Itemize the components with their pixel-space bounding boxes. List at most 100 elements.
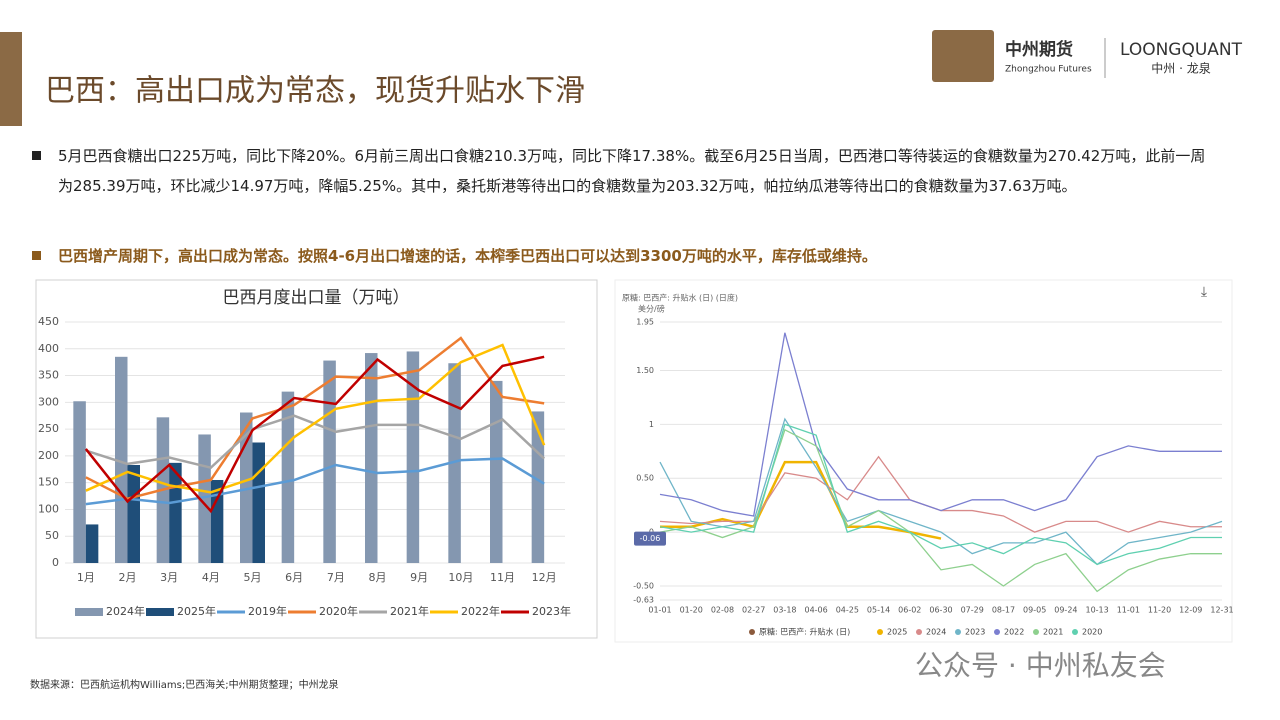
x-tick-label: 2月 [119,571,137,584]
x-tick-label: 04-25 [836,606,859,615]
series-line [659,455,1222,533]
legend-label: 2019年 [248,604,287,618]
y-axis-label: 美分/磅 [638,304,665,314]
x-tick-label: 10-13 [1085,606,1108,615]
bar [406,351,420,563]
x-tick-label: 03-18 [773,606,796,615]
x-tick-label: 07-29 [961,606,984,615]
series-line [85,343,546,494]
x-tick-label: 09-05 [1023,606,1046,615]
x-tick-label: 06-30 [929,606,952,615]
series-line [659,423,1222,566]
bar [531,411,545,563]
bar [73,401,86,563]
x-tick-label: 09-24 [1054,606,1077,615]
x-tick-label: 02-27 [742,606,765,615]
x-tick-label: 12-31 [1210,606,1233,615]
bullet-marker [32,251,41,260]
x-tick-label: 7月 [327,571,345,584]
legend-swatch [1033,629,1039,635]
bar [127,464,140,563]
bar [448,363,461,563]
legend-label: 2025 [887,628,907,637]
bar [323,360,336,563]
x-tick-label: 11-01 [1117,606,1140,615]
legend-swatch [75,608,103,616]
download-icon[interactable]: ⤓ [1201,284,1207,300]
y-tick-label: 0 [52,556,59,569]
series-line [659,332,1222,517]
x-tick-label: 3月 [160,571,178,584]
y-tick-label: 1.95 [636,318,654,327]
x-tick-label: 6月 [285,571,303,584]
y-tick-label: 150 [38,476,59,489]
y-tick-label: 250 [38,422,59,435]
brand: LOONGQUANT [1120,40,1243,60]
legend-label: 2021年 [390,604,429,618]
brand-sub: 中州 · 龙泉 [1151,61,1210,76]
bullet-marker [32,151,41,160]
series-line [659,417,1223,566]
chart1-frame [35,279,598,639]
chart-title: 原糖: 巴西产: 升贴水 (日) (日度) [622,293,738,303]
series-line [85,457,545,506]
legend-label: 2022 [1004,628,1024,637]
legend-swatch [1072,629,1078,635]
y-tick-label: 50 [45,529,59,542]
logo-icon [932,30,994,82]
y-tick-label: 1.50 [636,366,654,375]
series-line [84,355,545,514]
legend-swatch [955,629,961,635]
x-tick-label: 01-01 [648,606,671,615]
bar [85,524,99,563]
x-tick-label: 9月 [410,571,428,584]
y-tick-label: -0.63 [633,596,654,605]
watermark: 公众号 · 中州私友会 [915,649,1166,682]
accent-bar [0,32,22,126]
legend-label: 2020年 [319,604,358,618]
y-tick-label: 350 [38,369,59,382]
x-tick-label: 11-20 [1148,606,1171,615]
legend-label: 2023年 [532,604,571,618]
legend-label: 2024 [926,628,946,637]
legend-swatch [994,629,1000,635]
x-tick-label: 06-02 [898,606,921,615]
legend-label: 2022年 [461,604,500,618]
y-tick-label: 1 [649,420,654,429]
x-tick-label: 4月 [202,571,220,584]
annotation: -0.06 [640,534,661,543]
legend-label: 原糖: 巴西产: 升贴水 (日) [759,627,850,637]
bullet: 巴西增产周期下，高出口成为常态。按照4-6月出口增速的话，本榨季巴西出口可以达到… [58,247,877,265]
y-tick-label: 300 [38,395,59,408]
bar [115,356,128,563]
bar [210,479,224,563]
y-tick-label: 200 [38,449,59,462]
y-tick-label: 0.50 [636,474,654,483]
series-line [659,428,1222,593]
legend-label: 2020 [1082,628,1102,637]
legend-label: 2024年 [106,604,145,618]
x-tick-label: 1月 [77,571,95,584]
x-tick-label: 5月 [244,571,262,584]
legend-swatch [877,629,883,635]
legend-label: 2025年 [177,604,216,618]
annotation-box [634,531,666,546]
bullet: 5月巴西食糖出口225万吨，同比下降20%。6月前三周出口食糖210.3万吨，同… [58,147,1206,195]
legend-swatch [916,629,922,635]
legend-label: 2021 [1043,628,1063,637]
y-tick-label: -0.50 [633,581,654,590]
x-tick-label: 08-17 [992,606,1015,615]
x-tick-label: 8月 [369,571,387,584]
x-tick-label: 12-09 [1179,606,1202,615]
x-tick-label: 05-14 [867,606,890,615]
bar [365,353,378,563]
legend-swatch [146,608,174,616]
x-tick-label: 01-20 [680,606,703,615]
logo-cn: 中州期货 [1005,39,1073,60]
x-tick-label: 12月 [532,571,557,584]
y-tick-label: 400 [38,342,59,355]
x-tick-label: 11月 [490,571,515,584]
legend-label: 2023 [965,628,985,637]
x-tick-label: 02-08 [711,606,734,615]
